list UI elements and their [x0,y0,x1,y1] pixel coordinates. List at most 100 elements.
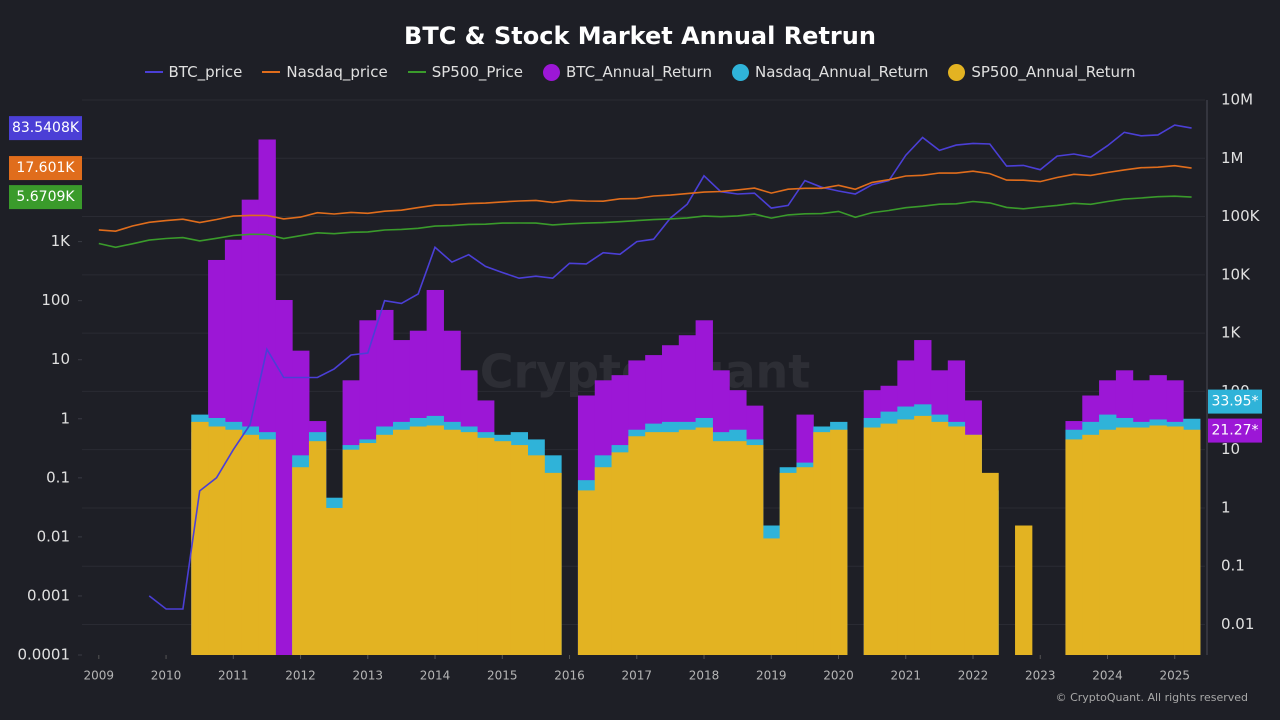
last-value-box [9,185,82,210]
x-tick-label: 2015 [487,669,518,683]
last-value-label: 5.6709K [16,189,75,205]
bar [1082,434,1100,655]
x-tick-label: 2023 [1025,669,1056,683]
bar [1132,427,1151,655]
bar [208,426,226,655]
bar [493,441,512,655]
legend-marker [262,71,281,73]
y-tick-label: 1 [60,409,70,427]
bar [577,490,596,655]
bar [628,436,646,655]
y-tick-label: 0.1 [46,468,70,486]
y-tick-label: 0.01 [37,527,70,545]
x-tick-label: 2017 [622,669,653,683]
legend-marker [543,63,560,81]
last-value-label: 17.601K [16,160,75,176]
bar [460,432,478,655]
legend-label: Nasdaq_price [286,63,388,81]
y2-tick-label: 1K [1221,324,1242,342]
last-value-box [1208,418,1262,443]
legend-item[interactable]: Nasdaq_Annual_Return [731,63,929,81]
legend-item[interactable]: SP500_Price [407,63,523,81]
legend: BTC_price Nasdaq_price SP500_Price BTC_Annu… [0,61,1280,83]
legend-label: Nasdaq_Annual_Return [754,63,929,81]
bar [661,432,680,655]
legend-label: SP500_Annual_Return [971,63,1136,81]
y-tick-label: 1K [51,232,72,250]
bar [914,415,932,655]
bar [342,449,360,655]
legend-label: BTC_price [168,63,243,81]
x-tick-label: 2012 [285,669,316,683]
bar [880,423,898,655]
x-tick-label: 2018 [689,669,720,683]
bar [292,467,310,655]
x-tick-label: 2024 [1092,669,1123,683]
last-value-box [9,116,82,141]
y2-tick-label: 100K [1221,207,1261,225]
last-value-label: 33.95* [1211,394,1258,410]
legend-item[interactable]: SP500_Annual_Return [948,63,1135,81]
y2-tick-label: 0.1 [1221,557,1245,575]
bar [964,434,982,655]
bar [544,472,562,655]
x-tick-label: 2010 [151,669,182,683]
bars [191,139,1201,656]
bar [645,432,663,655]
y2-tick-label: 0.01 [1221,615,1254,633]
legend-marker [144,71,163,73]
bar [1183,429,1201,655]
y2-tick-label: 10M [1221,91,1253,109]
bar [1149,425,1167,655]
y2-tick-label: 10 [1221,440,1240,458]
legend-marker [948,63,966,81]
bar [1115,427,1134,655]
legend-item[interactable]: BTC_price [144,63,243,81]
axes: 0.01 0.1 1 10 100 1K 10K 100K 1M 10M 0.0001 0.001 0.… [18,91,1261,683]
bar [426,425,444,655]
y-tick-label: 0.0001 [18,646,71,664]
x-tick-label: 2019 [756,669,787,683]
lines [98,124,1192,610]
bar [678,429,697,655]
bar [409,426,428,655]
bar [224,429,243,655]
x-tick-label: 2020 [823,669,854,683]
y2-tick-label: 1M [1221,149,1244,167]
bar [477,437,495,655]
chart-title: BTC & Stock Market Annual Retrun [404,22,876,50]
x-tick-label: 2025 [1159,669,1190,683]
legend-marker [731,63,749,81]
y-tick-label: 100 [41,291,70,309]
bar [830,429,848,655]
bar [258,439,276,655]
y2-tick-label: 1 [1221,498,1231,516]
legend-item[interactable]: BTC_Annual_Return [543,63,712,81]
bar [325,507,344,655]
y-tick-label: 10 [51,350,70,368]
last-value-label: 21.27* [1211,423,1258,439]
bar [611,452,629,655]
bar [695,427,713,655]
bar [863,427,882,655]
x-tick-label: 2009 [84,669,115,683]
line [98,195,1192,249]
legend-item[interactable]: Nasdaq_price [262,63,388,81]
legend-label: BTC_Annual_Return [566,63,712,81]
bar [762,538,781,655]
legend-label: SP500_Price [431,63,523,81]
x-tick-label: 2016 [554,669,585,683]
bar [359,443,377,655]
last-value-box [9,156,82,181]
bar [746,445,764,655]
x-tick-label: 2021 [890,669,921,683]
bar [981,472,999,655]
bar [1015,525,1033,655]
bar [729,441,747,655]
x-tick-label: 2011 [218,669,249,683]
legend-marker [407,71,426,73]
bar [594,467,613,655]
bar [308,441,327,655]
